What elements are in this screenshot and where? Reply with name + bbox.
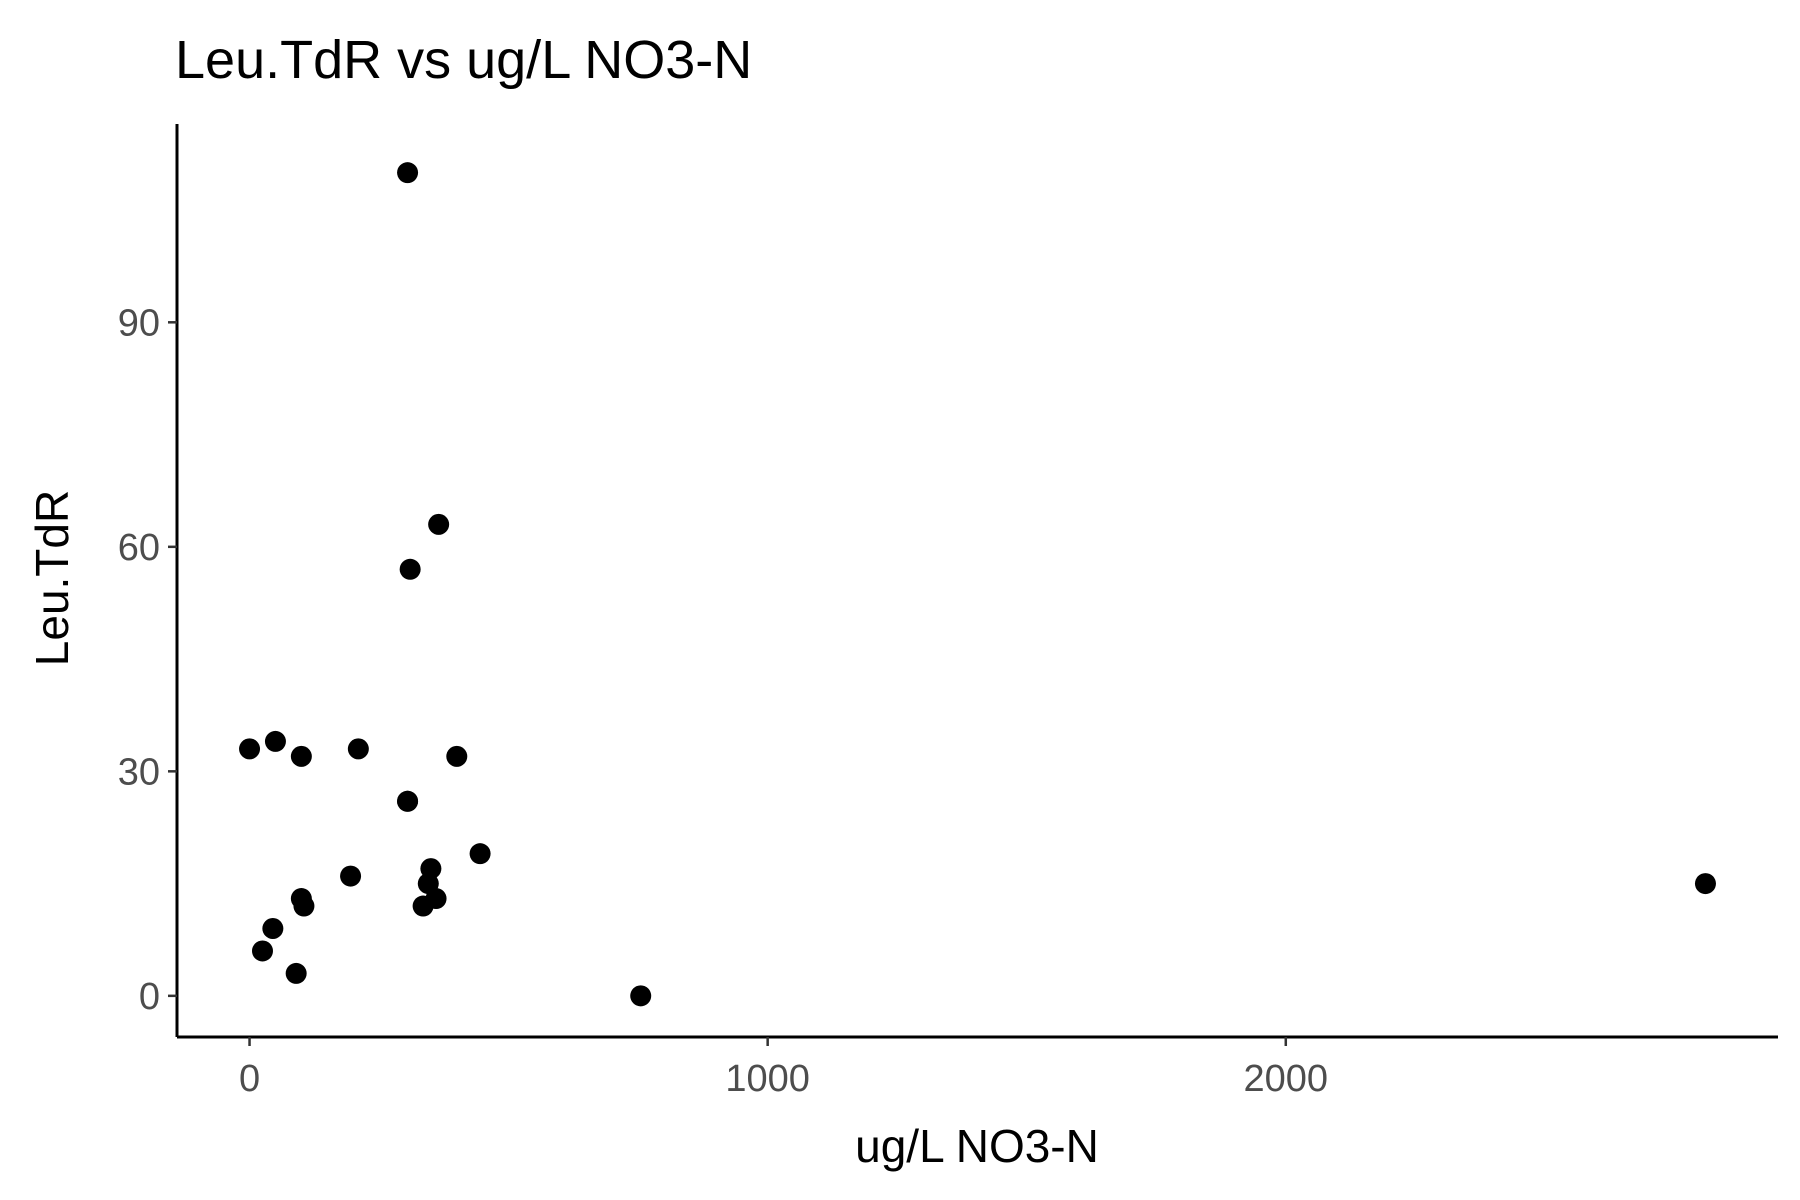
- data-point: [469, 843, 491, 865]
- data-point: [285, 962, 307, 984]
- data-point: [251, 940, 273, 962]
- data-point: [1694, 873, 1716, 895]
- data-point: [340, 865, 362, 887]
- data-point: [397, 162, 419, 184]
- data-point: [264, 730, 286, 752]
- x-tick-label: 1000: [725, 1058, 810, 1100]
- y-tick-label: 0: [139, 976, 160, 1018]
- y-axis-ticks: 0 30 60 90: [118, 302, 177, 1018]
- data-point: [347, 738, 369, 760]
- x-tick-label: 2000: [1244, 1058, 1329, 1100]
- x-axis-title: ug/L NO3-N: [855, 1120, 1099, 1172]
- y-tick-label: 60: [118, 527, 160, 569]
- data-point: [290, 745, 312, 767]
- data-point: [428, 513, 450, 535]
- data-point: [420, 858, 442, 880]
- x-tick-label: 0: [239, 1058, 260, 1100]
- data-point: [630, 985, 652, 1007]
- plot-area: [239, 162, 1716, 1007]
- chart-title: Leu.TdR vs ug/L NO3-N: [175, 30, 752, 90]
- data-point: [262, 917, 284, 939]
- data-point: [293, 895, 315, 917]
- data-point: [446, 745, 468, 767]
- data-point: [397, 790, 419, 812]
- data-point: [239, 738, 261, 760]
- x-axis-ticks: 0 1000 2000: [239, 1037, 1328, 1100]
- y-axis-title: Leu.TdR: [26, 490, 78, 666]
- data-point: [425, 888, 447, 910]
- y-tick-label: 90: [118, 302, 160, 344]
- y-tick-label: 30: [118, 751, 160, 793]
- data-point: [399, 558, 421, 580]
